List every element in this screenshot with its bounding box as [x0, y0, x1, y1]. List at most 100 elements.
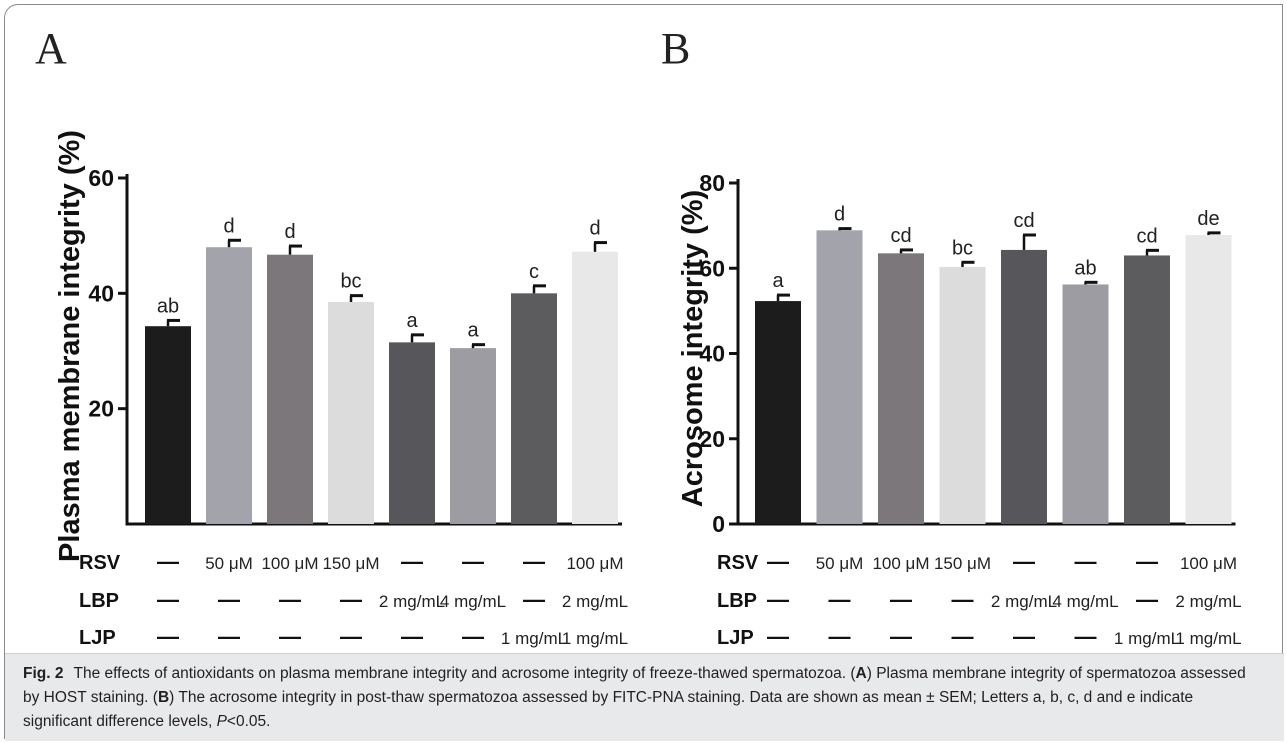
significance-letter: d — [589, 218, 600, 240]
bar — [145, 326, 191, 524]
significance-letter: a — [406, 310, 418, 332]
bar — [328, 301, 374, 524]
treatment-cell: 1 mg/mL — [1114, 629, 1180, 648]
treatment-cell-none: — — [401, 549, 423, 574]
bar — [206, 247, 252, 524]
treatment-cell: 4 mg/mL — [440, 592, 506, 611]
significance-letter: bc — [952, 237, 973, 259]
treatment-cell-none: — — [523, 549, 545, 574]
significance-letter: ab — [157, 295, 179, 317]
treatment-cell: 2 mg/mL — [991, 592, 1057, 611]
treatment-cell-none: — — [1075, 549, 1097, 574]
caption-p-symbol: P — [216, 713, 227, 730]
treatment-cell-none: — — [523, 587, 545, 612]
bar — [572, 251, 618, 524]
bar — [878, 253, 924, 525]
y-tick-label: 80 — [699, 170, 725, 196]
treatment-cell-none: — — [462, 549, 484, 574]
treatment-cell-none: — — [218, 624, 240, 649]
panel-a-letter: A — [35, 24, 67, 73]
significance-letter: de — [1197, 208, 1219, 230]
treatment-cell-none: — — [829, 587, 851, 612]
treatment-cell-none: — — [890, 587, 912, 612]
caption-text-2: ) Plasma membrane integrity of spermatoz… — [23, 665, 1246, 706]
panel-b-letter: B — [661, 24, 690, 73]
y-tick-label: 40 — [699, 341, 725, 367]
treatment-cell: 100 μM — [872, 554, 929, 573]
treatment-cell-none: — — [829, 624, 851, 649]
treatment-cell-none: — — [1013, 624, 1035, 649]
treatment-cell-none: — — [1136, 587, 1158, 612]
treatment-cell-none: — — [340, 587, 362, 612]
treatment-row-label: LBP — [717, 590, 757, 612]
treatment-cell-none: — — [157, 587, 179, 612]
significance-letter: c — [529, 261, 539, 283]
significance-letter: d — [834, 204, 845, 226]
figure-caption: Fig. 2 The effects of antioxidants on pl… — [5, 653, 1284, 741]
treatment-cell: 50 μM — [205, 554, 253, 573]
caption-text-1: The effects of antioxidants on plasma me… — [73, 665, 856, 682]
treatment-cell: 1 mg/mL — [501, 629, 567, 648]
treatment-row-label: LJP — [717, 627, 754, 649]
treatment-cell: 4 mg/mL — [1052, 592, 1118, 611]
treatment-cell: 100 μM — [566, 554, 623, 573]
treatment-cell: 50 μM — [816, 554, 864, 573]
treatment-cell-none: — — [952, 624, 974, 649]
significance-letter: cd — [1136, 225, 1157, 247]
bar — [939, 266, 986, 524]
treatment-cell: 150 μM — [934, 554, 991, 573]
treatment-cell-none: — — [340, 624, 362, 649]
significance-letter: d — [284, 221, 295, 243]
treatment-cell-none: — — [767, 549, 789, 574]
bar — [1001, 249, 1047, 524]
treatment-cell-none: — — [890, 624, 912, 649]
treatment-cell: 1 mg/mL — [1175, 629, 1241, 648]
treatment-cell-none: — — [1013, 549, 1035, 574]
significance-letter: cd — [1013, 210, 1034, 232]
treatment-cell-none: — — [218, 587, 240, 612]
bar — [1124, 255, 1170, 524]
y-axis-label: Acrosome integrity (%) — [677, 190, 709, 507]
treatment-cell: 2 mg/mL — [562, 592, 628, 611]
treatment-cell-none: — — [462, 624, 484, 649]
treatment-cell-none: — — [952, 587, 974, 612]
treatment-row-label: LJP — [79, 627, 116, 649]
significance-letter: a — [467, 320, 479, 342]
treatment-cell: 100 μM — [1180, 554, 1237, 573]
caption-text-4: <0.05. — [226, 713, 271, 730]
treatment-cell-none: — — [767, 587, 789, 612]
treatment-cell-none: — — [279, 587, 301, 612]
treatment-row-label: RSV — [79, 552, 121, 574]
y-tick-label: 60 — [88, 165, 114, 191]
y-tick-label: 40 — [88, 280, 114, 306]
caption-label: Fig. 2 — [23, 665, 64, 682]
y-tick-label: 20 — [88, 396, 114, 422]
caption-ref-b: B — [157, 689, 170, 706]
treatment-row-label: RSV — [717, 552, 759, 574]
treatment-cell-none: — — [157, 549, 179, 574]
caption-text-3: ) The acrosome integrity in post-thaw sp… — [23, 689, 1194, 730]
treatment-cell-none: — — [767, 624, 789, 649]
significance-letter: cd — [890, 225, 911, 247]
y-axis-label: Plasma membrane integrity (%) — [54, 130, 86, 562]
bar — [267, 254, 313, 525]
treatment-cell: 150 μM — [322, 554, 379, 573]
bar — [1062, 284, 1109, 524]
y-tick-label: 0 — [712, 511, 725, 537]
treatment-cell-none: — — [279, 624, 301, 649]
significance-letter: bc — [340, 271, 361, 293]
treatment-cell: 100 μM — [261, 554, 318, 573]
treatment-cell-none: — — [1136, 549, 1158, 574]
treatment-cell: 2 mg/mL — [1175, 592, 1241, 611]
bar — [1185, 235, 1232, 524]
treatment-cell: 1 mg/mL — [562, 629, 628, 648]
treatment-cell-none: — — [401, 624, 423, 649]
significance-letter: ab — [1074, 257, 1096, 279]
caption-ref-a: A — [855, 665, 867, 682]
treatment-row-label: LBP — [79, 590, 119, 612]
bar — [450, 348, 496, 524]
bar — [755, 301, 801, 524]
